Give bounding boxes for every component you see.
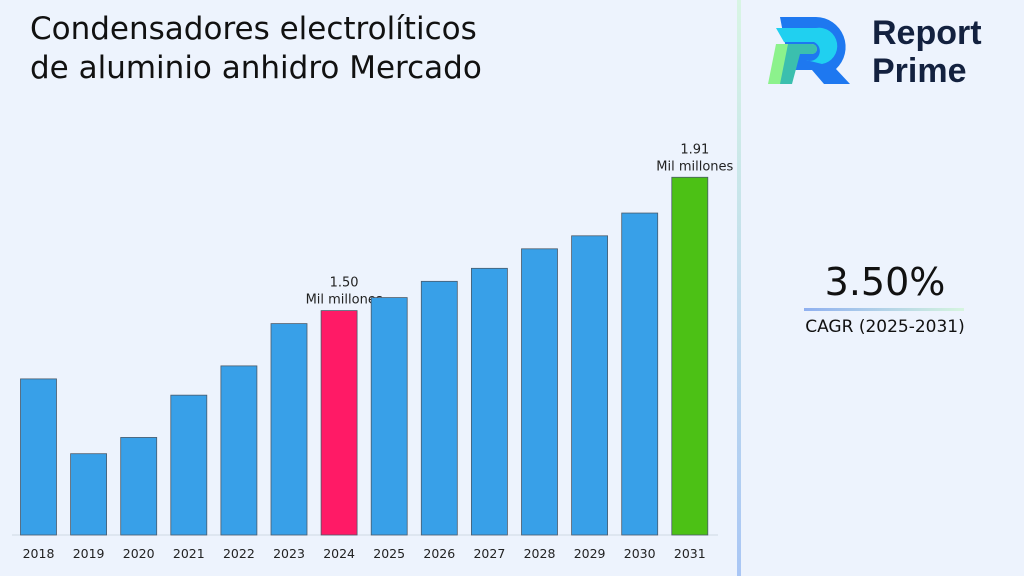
x-tick-label: 2023 xyxy=(273,546,305,561)
x-tick-label: 2025 xyxy=(373,546,405,561)
x-tick-label: 2030 xyxy=(624,546,656,561)
bar-2021 xyxy=(170,394,208,536)
report-prime-logo-icon xyxy=(768,17,850,84)
cagr-value: 3.50% xyxy=(824,260,946,304)
data-label-value: 1.50 xyxy=(330,276,359,291)
x-tick-label: 2022 xyxy=(223,546,255,561)
bar-2023 xyxy=(270,323,308,536)
x-tick-label: 2029 xyxy=(574,546,606,561)
bar-2027 xyxy=(470,267,508,536)
x-tick-label: 2019 xyxy=(73,546,105,561)
x-tick-label: 2026 xyxy=(423,546,455,561)
x-tick-label: 2018 xyxy=(23,546,55,561)
bar-2026 xyxy=(420,280,458,536)
data-label-value: 1.91 xyxy=(680,142,709,157)
bar-2030 xyxy=(621,212,659,536)
data-label-unit: Mil millones xyxy=(306,293,383,308)
bar-2024 xyxy=(320,310,358,536)
x-tick-label: 2031 xyxy=(674,546,706,561)
bar-2029 xyxy=(571,235,608,536)
bar-2025 xyxy=(370,297,408,536)
bar-2019 xyxy=(70,453,107,536)
data-label-unit: Mil millones xyxy=(656,159,733,174)
bar-chart: 2018 2019 2020 2021 2022 2023 2024 1.50 Mil mill… xyxy=(12,142,734,561)
x-tick-label: 2020 xyxy=(123,546,155,561)
bar-2022 xyxy=(220,365,258,536)
brand-name: Report Prime xyxy=(872,14,982,90)
x-tick-label: 2024 xyxy=(323,546,355,561)
cagr-label: CAGR (2025-2031) xyxy=(805,317,965,337)
x-tick-label: 2028 xyxy=(524,546,556,561)
cagr-underline xyxy=(804,308,964,311)
bar-2020 xyxy=(120,437,158,536)
bar-2031 xyxy=(671,176,709,536)
bar-2028 xyxy=(521,248,558,536)
x-tick-label: 2021 xyxy=(173,546,205,561)
bar-2018 xyxy=(20,378,57,536)
divider xyxy=(737,0,741,576)
chart-title: Condensadores electrolíticos de aluminio… xyxy=(30,11,482,86)
x-tick-label: 2027 xyxy=(473,546,505,561)
